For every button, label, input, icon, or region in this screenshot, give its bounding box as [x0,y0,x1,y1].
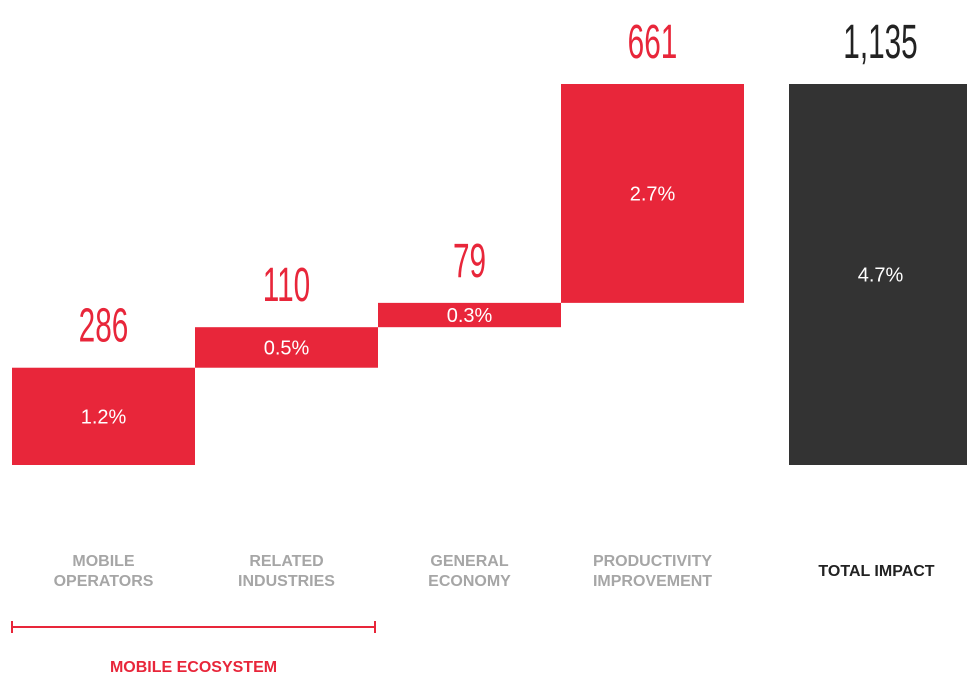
bar [195,327,378,368]
amount-label: 286 [79,300,129,353]
category-label: MOBILE OPERATORS [53,553,154,590]
category-label: RELATED INDUSTRIES [238,553,335,590]
group-label: MOBILE ECOSYSTEM [109,659,278,676]
amount-label: 110 [263,259,310,312]
amount-label: 661 [628,16,678,69]
value-label: 1.2% [81,406,127,428]
amount-label: 1,135 [843,16,917,69]
bar [789,84,967,465]
value-label: 0.3% [447,305,493,327]
category-label: TOTAL IMPACT [818,563,935,580]
amount-label: 79 [453,235,486,288]
value-label: 0.5% [264,337,310,359]
value-label: 2.7% [630,183,676,205]
bar [12,367,195,465]
bar [378,302,561,328]
bar [561,84,744,303]
category-label: PRODUCTIVITY IMPROVEMENT [592,553,713,590]
value-label: 4.7% [858,265,904,287]
category-label: GENERAL ECONOMY [428,553,511,590]
